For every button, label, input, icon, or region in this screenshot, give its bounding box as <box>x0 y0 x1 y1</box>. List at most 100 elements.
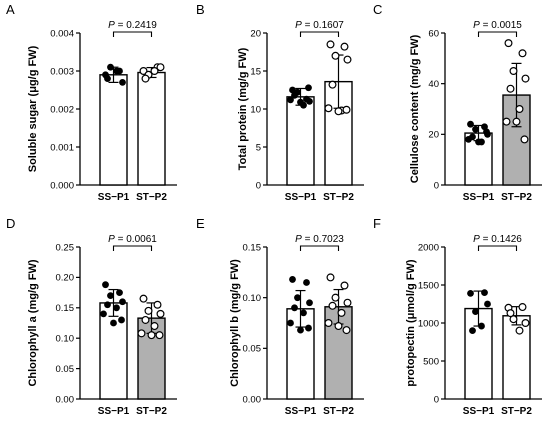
data-point <box>104 301 111 309</box>
x-tick-label: ST−P2 <box>136 192 167 203</box>
data-point <box>343 298 352 307</box>
panel-letter: D <box>6 216 15 231</box>
panel-c: C 0 20 40 60 Cellulose content (mg/g FW) SS−P1… <box>373 2 542 203</box>
data-point <box>305 84 312 92</box>
data-point <box>156 309 165 318</box>
x-tick-label: ST−P2 <box>323 406 354 417</box>
panel-letter: C <box>373 2 382 17</box>
data-point <box>147 331 156 340</box>
data-point <box>113 304 120 312</box>
y-tick-label: 0.00 <box>56 394 75 405</box>
y-tick-label: 20 <box>428 130 439 141</box>
y-tick-label: 0.10 <box>243 293 262 304</box>
data-point <box>478 322 485 330</box>
data-point <box>113 67 120 75</box>
y-tick-label: 0 <box>256 180 261 191</box>
y-tick-label: 20 <box>250 28 261 39</box>
data-point <box>481 289 488 296</box>
data-point <box>328 80 337 89</box>
data-point <box>342 105 351 114</box>
data-point <box>331 51 340 60</box>
significance-bracket <box>477 31 518 37</box>
data-point <box>291 91 298 99</box>
y-tick-label: 0.20 <box>56 273 75 284</box>
x-tick-label: SS−P1 <box>98 406 130 417</box>
data-point <box>469 327 476 334</box>
data-point <box>340 281 349 290</box>
data-point <box>483 128 490 136</box>
y-tick-label: 500 <box>423 356 439 367</box>
data-point <box>155 331 164 340</box>
data-point <box>328 301 337 310</box>
y-tick-label: 40 <box>428 79 439 90</box>
data-point <box>343 55 352 64</box>
data-point <box>518 303 527 312</box>
y-tick-label: 60 <box>428 28 439 39</box>
y-tick-label: 10 <box>250 104 261 115</box>
y-tick-label: 0 <box>434 180 439 191</box>
data-point <box>509 66 518 75</box>
data-point <box>515 104 524 113</box>
data-point <box>107 292 114 300</box>
x-tick-label: ST−P2 <box>501 192 532 203</box>
data-point <box>306 299 313 307</box>
panel-a: A 0.000 0.001 0.002 0.003 0.004 Soluble sugar … <box>6 2 177 203</box>
data-point <box>334 322 343 331</box>
data-point <box>150 66 159 75</box>
data-point <box>291 304 298 312</box>
p-value-label: P = 0.1426 <box>473 234 522 245</box>
significance-bracket <box>299 31 340 37</box>
data-point <box>297 98 304 106</box>
data-point <box>472 308 479 315</box>
data-point <box>334 107 343 116</box>
p-value-label: P = 0.0015 <box>473 20 522 31</box>
y-tick-label: 0.05 <box>56 364 75 375</box>
y-tick-label: 0.00 <box>243 394 262 405</box>
y-axis-label: protopectin (μmol/g FW) <box>405 259 417 386</box>
y-tick-label: 0 <box>434 394 439 405</box>
x-tick-label: SS−P1 <box>285 406 317 417</box>
data-point <box>153 300 162 309</box>
data-point <box>324 104 333 113</box>
p-value-label: P = 0.7023 <box>295 234 344 245</box>
data-point <box>521 74 530 83</box>
significance-bracket <box>112 245 153 251</box>
data-point <box>104 75 111 82</box>
data-point <box>294 294 301 302</box>
data-point <box>342 326 351 335</box>
y-tick-label: 0.15 <box>243 242 262 253</box>
data-point <box>144 306 153 315</box>
data-point <box>465 136 472 143</box>
data-point <box>512 117 521 126</box>
data-point <box>137 329 146 338</box>
data-point <box>287 319 294 327</box>
data-point <box>506 309 515 318</box>
data-point <box>102 281 109 289</box>
data-point <box>150 322 159 331</box>
y-tick-label: 0.003 <box>50 66 74 77</box>
panel-letter: B <box>196 2 205 17</box>
x-tick-label: ST−P2 <box>136 406 167 417</box>
data-point <box>300 309 307 317</box>
data-point <box>467 289 474 297</box>
y-tick-label: 0.000 <box>50 180 74 191</box>
data-point <box>100 310 107 318</box>
p-value-label: P = 0.0061 <box>108 234 157 245</box>
data-point <box>119 298 126 306</box>
data-point <box>475 138 482 146</box>
data-point <box>297 326 304 334</box>
data-point <box>141 315 150 324</box>
significance-bracket <box>112 31 153 37</box>
data-point <box>326 273 335 282</box>
data-point <box>502 117 511 126</box>
data-point <box>305 324 312 332</box>
y-axis-label: Chlorophyll b (mg/g FW) <box>229 259 241 387</box>
x-tick-label: ST−P2 <box>323 192 354 203</box>
data-point <box>141 74 150 83</box>
bar <box>286 96 315 186</box>
p-value-label: P = 0.2419 <box>108 20 157 31</box>
y-axis-label: Total protein (mg/g FW) <box>237 47 249 170</box>
data-point <box>520 135 529 144</box>
